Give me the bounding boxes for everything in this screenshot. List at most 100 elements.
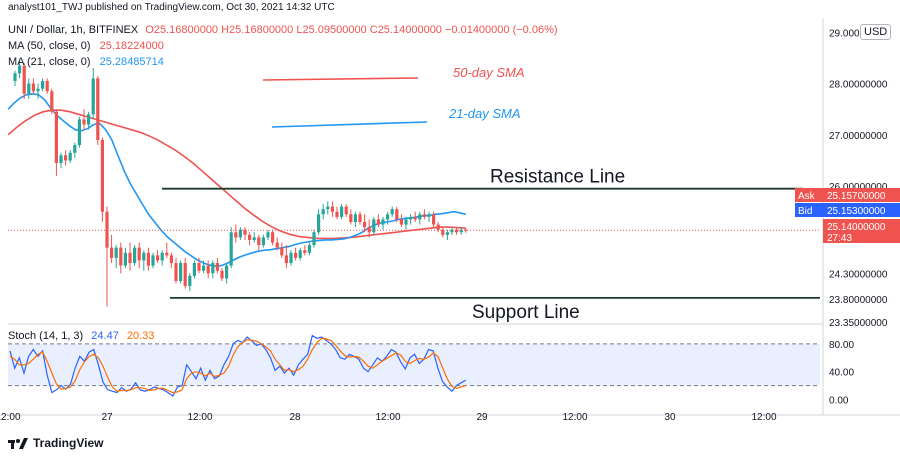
time-axis: 12:00 27 12:00 28 12:00 29 12:00 30 12:00 [0, 412, 777, 423]
time-tick-label: 12:00 [375, 412, 400, 423]
candle-body [243, 229, 247, 235]
price-tick-label: 23.35000000 [829, 318, 888, 329]
tradingview-logo[interactable]: TradingView [8, 436, 103, 450]
ma50-legend[interactable]: MA (50, close, 0) 25.18224000 [8, 40, 164, 52]
price-tick-label: 28.00000000 [829, 80, 888, 91]
candle-body [363, 222, 367, 228]
candle-body [27, 83, 31, 94]
ask-value: 25.15700000 [827, 191, 886, 202]
candle-body [372, 219, 376, 233]
stoch-lines [9, 334, 467, 397]
candle-body [156, 255, 160, 261]
candle-body [294, 252, 298, 258]
candle-body [464, 229, 468, 231]
candle-body [100, 139, 104, 212]
candle-body [344, 206, 348, 215]
ask-bg [823, 188, 900, 202]
candle-body [284, 255, 288, 264]
time-tick-label: 27 [101, 412, 113, 423]
candle-body [229, 232, 233, 266]
candle-body [289, 252, 293, 264]
candle-body [450, 229, 454, 233]
stoch-k-line [9, 334, 467, 397]
time-tick-label: 12:00 [0, 412, 21, 423]
candle-body [211, 263, 215, 274]
candle-body [119, 247, 123, 266]
candle-body [376, 219, 380, 225]
candle-body [77, 119, 81, 146]
candle-body [386, 214, 390, 220]
candle-body [206, 265, 210, 274]
candle-body [427, 214, 431, 217]
candle-body [192, 263, 196, 276]
candle-body [54, 111, 58, 164]
candle-body [257, 237, 261, 246]
candle-body [36, 88, 40, 92]
price-axis: 29.00000000 28.00000000 27.00000000 26.0000… [795, 28, 900, 407]
candle-body [248, 234, 252, 240]
candle-body [197, 263, 201, 271]
candle-body [160, 252, 164, 261]
time-tick-label: 12:00 [187, 412, 212, 423]
ma21-line [7, 92, 466, 267]
candle-body [169, 255, 173, 264]
symbol-ohlc-line: UNI / Dollar, 1h, BITFINEX O25.16800000 … [8, 24, 558, 36]
candle-body [303, 250, 307, 253]
candle-body [73, 145, 77, 153]
time-tick-label: 29 [476, 412, 488, 423]
stoch-k-value: 24.47 [91, 330, 119, 342]
candle-body [18, 65, 22, 74]
last-price-value: 25.14000000 [827, 222, 886, 233]
candle-body [68, 152, 72, 161]
candle-body [234, 232, 238, 238]
ma21-legend[interactable]: MA (21, close, 0) 25.28485714 [8, 56, 164, 68]
candle-body [455, 229, 459, 233]
ma50-label: MA (50, close, 0) [8, 40, 91, 52]
resistance-line-label: Resistance Line [490, 167, 625, 188]
candle-body [266, 232, 270, 238]
stoch-tick-label: 40.00 [829, 368, 854, 379]
candle-body [307, 245, 311, 253]
bid-bg [823, 203, 900, 217]
candle-body [409, 216, 413, 220]
ma50-legend-line [262, 77, 419, 81]
currency-button[interactable]: USD [860, 24, 892, 40]
time-tick-label: 28 [289, 412, 301, 423]
bid-value: 25.15300000 [827, 206, 886, 217]
candle-body [123, 252, 127, 266]
candle-body [436, 224, 440, 230]
ma50-value: 25.18224000 [99, 40, 164, 52]
ma21-value: 25.28485714 [99, 56, 164, 68]
candle-body [87, 114, 91, 125]
stoch-legend[interactable]: Stoch (14, 1, 3) 24.47 20.33 [8, 330, 154, 342]
last-price-bg [823, 219, 900, 243]
candles [13, 60, 468, 307]
stoch-band-fill [8, 343, 820, 386]
tradingview-logo-icon [8, 438, 28, 449]
price-tick-label: 23.80000000 [829, 295, 888, 306]
candle-body [188, 275, 192, 287]
candle-body [59, 155, 63, 164]
candle-body [445, 232, 449, 235]
candle-body [64, 155, 68, 161]
ma21-label: MA (21, close, 0) [8, 56, 91, 68]
time-tick-label: 30 [664, 412, 676, 423]
bid-tag-bg [795, 203, 823, 217]
bar-countdown: 27:43 [827, 233, 852, 244]
candle-body [225, 265, 229, 279]
candle-body [413, 216, 417, 220]
symbol-title[interactable]: UNI / Dollar, 1h, BITFINEX [8, 24, 139, 36]
candle-body [146, 252, 150, 266]
candle-body [22, 65, 26, 94]
candle-body [41, 80, 45, 89]
ma21-legend-label: 21-day SMA [448, 106, 521, 121]
candle-body [110, 247, 114, 258]
candle-body [399, 219, 403, 225]
candle-body [367, 227, 371, 233]
candle-body [238, 229, 242, 238]
candle-body [335, 211, 339, 217]
annotations: 50-day SMA 21-day SMA Resistance Line Suppo… [8, 65, 820, 323]
price-tick-label: 27.00000000 [829, 131, 888, 142]
stoch-tick-label: 0.00 [829, 396, 849, 407]
